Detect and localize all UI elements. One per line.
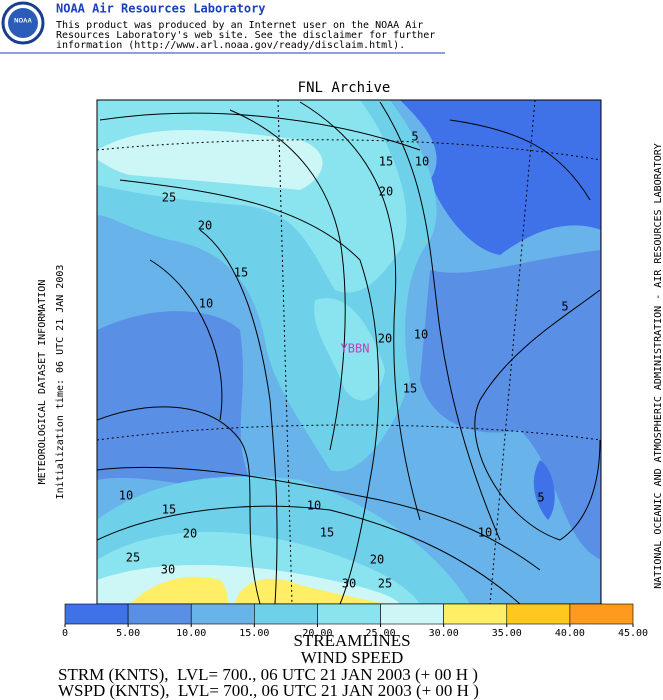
- contour-label: 20: [378, 332, 392, 346]
- streamline: [474, 289, 601, 541]
- contour-label: 15: [234, 266, 248, 280]
- contour-label: 10: [307, 499, 321, 513]
- lat-line: [97, 424, 601, 441]
- colorbar-swatch: [190, 603, 255, 625]
- colorbar-tick-label: 30.00: [429, 628, 459, 639]
- disclaimer-line: This product was produced by an Internet…: [56, 20, 423, 31]
- colorbar-swatch: [380, 603, 444, 625]
- contour-label: 25: [162, 191, 176, 205]
- contour-label: 5: [411, 130, 418, 144]
- right-label: NATIONAL OCEANIC AND ATMOSPHERIC ADMINIS…: [653, 143, 663, 589]
- streamline: [119, 179, 380, 604]
- colorbar-swatch: [443, 603, 508, 625]
- lon-line: [489, 100, 536, 604]
- colorbar-swatch: [317, 603, 381, 625]
- map: [97, 100, 601, 604]
- contour-label: 20: [370, 553, 384, 567]
- contour-label: 5: [561, 300, 568, 314]
- contour-label: 15: [320, 526, 334, 540]
- colorbar-tick-label: 45.00: [618, 628, 648, 639]
- colorbar-tick-label: 25.00: [366, 628, 396, 639]
- header-title: NOAA Air Resources Laboratory: [56, 2, 266, 16]
- contour-label: 15: [379, 155, 393, 169]
- colorbar-tick-label: 35.00: [492, 628, 522, 639]
- colorbar-tick-label: 15.00: [239, 628, 269, 639]
- colorbar-tick-label: 20.00: [302, 628, 332, 639]
- left-label: METEOROLOGICAL DATASET INFORMATION: [37, 280, 48, 485]
- streamline: [99, 112, 421, 151]
- contour-label: 20: [183, 527, 197, 541]
- colorbar-tick-label: 40.00: [555, 628, 585, 639]
- streamline: [199, 229, 278, 604]
- contour-label: 10: [199, 297, 213, 311]
- colorbar-swatch: [254, 603, 318, 625]
- contour-label: 30: [342, 577, 356, 591]
- contour-label: 25: [126, 551, 140, 565]
- contour-label: 10: [414, 328, 428, 342]
- colorbar-swatch: [64, 603, 129, 625]
- field-5-10: [420, 250, 601, 560]
- streamlines: [97, 101, 601, 604]
- contour-label: 10: [415, 155, 429, 169]
- streamline: [97, 505, 521, 604]
- lon-line: [277, 100, 293, 604]
- contour-label: 10: [478, 526, 492, 540]
- colorbar-swatch: [127, 603, 192, 625]
- streamline: [97, 406, 261, 604]
- disclaimer-line: information (http://www.arl.noaa.gov/rea…: [56, 40, 405, 51]
- contour-label: 20: [379, 185, 393, 199]
- left-label: Initialization time: 06 UTC 21 JAN 2003: [55, 265, 66, 500]
- contour-label: 10: [119, 489, 133, 503]
- field-30-35: [130, 576, 385, 604]
- contour-label: 25: [378, 577, 392, 591]
- contour-label: 30: [161, 563, 175, 577]
- header: NOAA NOAA Air Resources Laboratory This …: [0, 1, 445, 54]
- field-0-5: [400, 100, 601, 255]
- streamline: [379, 101, 501, 541]
- contour-label: 15: [162, 503, 176, 517]
- field-0-5: [533, 460, 555, 520]
- contour-label: 15: [403, 382, 417, 396]
- logo-text: NOAA: [14, 19, 32, 25]
- logo-inner: [8, 8, 38, 38]
- disclaimer-line: Resources Laboratory's web site. See the…: [56, 30, 435, 41]
- streamline: [299, 101, 421, 521]
- colorbar-tick-label: 10.00: [176, 628, 206, 639]
- colorbar: 0 5.00 10.00 15.00 20.00 25.00 30.00 35.00 40.00…: [62, 603, 648, 639]
- colorbar-tick-label: 5.00: [116, 628, 140, 639]
- footer-line: STREAMLINES: [293, 631, 410, 650]
- map-title: FNL Archive: [298, 80, 391, 96]
- field-20-25: [314, 298, 385, 401]
- station-label: YBBN: [341, 342, 370, 356]
- lat-line: [97, 139, 601, 161]
- footer-line: WSPD (KNTS), LVL= 700., 06 UTC 21 JAN 20…: [58, 681, 479, 700]
- contour-label: 5: [537, 491, 544, 505]
- contour-label: 20: [198, 219, 212, 233]
- footer-line: WIND SPEED: [301, 648, 403, 667]
- colorbar-swatch: [506, 603, 571, 625]
- streamline: [229, 109, 346, 451]
- colorbar-swatch: [569, 603, 634, 625]
- grid-lines: [97, 100, 601, 604]
- streamline: [449, 119, 591, 201]
- streamline: [97, 466, 541, 571]
- streamline: [149, 259, 223, 421]
- colorbar-tick-label: 0: [62, 628, 68, 639]
- footer-line: STRM (KNTS), LVL= 700., 06 UTC 21 JAN 20…: [58, 665, 478, 684]
